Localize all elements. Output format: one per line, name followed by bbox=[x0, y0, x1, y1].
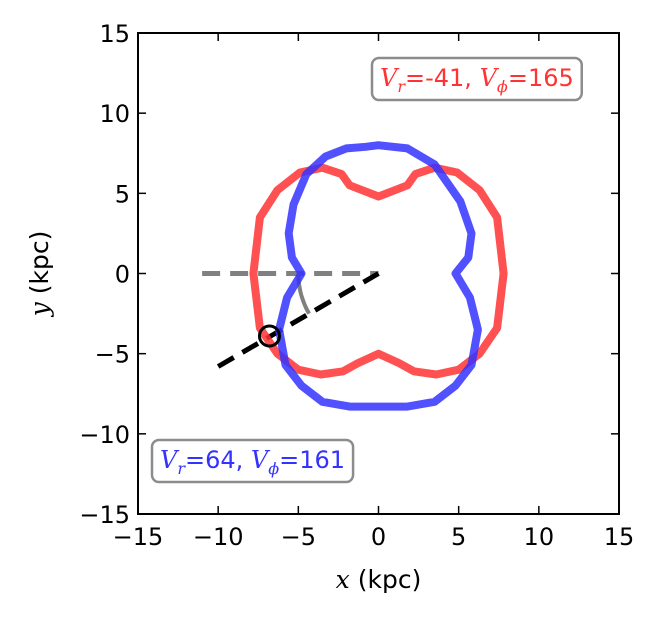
x-axis-unit: (kpc) bbox=[350, 565, 422, 594]
ann-blue-sym2: V bbox=[251, 446, 271, 474]
annotation-red: Vr=-41, Vϕ=165 bbox=[380, 64, 574, 96]
ann-blue-sub1: r bbox=[177, 459, 186, 478]
x-tick-label: 15 bbox=[604, 523, 635, 551]
x-axis-symbol: x bbox=[336, 565, 350, 594]
x-tick-label: −10 bbox=[193, 523, 244, 551]
ticks: −15 −10 −5 0 5 10 15 −15 −10 −5 0 5 10 15 bbox=[79, 20, 634, 551]
y-axis-symbol: y bbox=[25, 301, 54, 317]
x-tick-label: 0 bbox=[371, 523, 386, 551]
position-marker bbox=[257, 324, 281, 348]
ann-red-val2: =165 bbox=[508, 64, 574, 92]
annotations: Vr=-41, Vϕ=165 Vr=64, Vϕ=161 bbox=[150, 56, 583, 484]
orbit-red bbox=[249, 163, 508, 379]
ann-red-sub1: r bbox=[397, 77, 406, 96]
y-tick-label: 5 bbox=[115, 180, 130, 208]
y-tick-label: −5 bbox=[95, 341, 130, 369]
x-tick-label: −5 bbox=[281, 523, 316, 551]
axis-labels: x (kpc) y (kpc) bbox=[25, 231, 421, 594]
x-axis-label: x (kpc) bbox=[336, 565, 422, 594]
y-tick-label: 15 bbox=[99, 20, 130, 48]
annotation-blue: Vr=64, Vϕ=161 bbox=[160, 446, 345, 478]
annotation-red-box bbox=[370, 56, 583, 102]
orbit-blue bbox=[275, 141, 482, 411]
plot-area bbox=[202, 141, 508, 411]
y-tick-label: −15 bbox=[79, 501, 130, 529]
y-axis-unit: (kpc) bbox=[25, 231, 54, 303]
reference-line-black bbox=[216, 271, 380, 369]
ann-blue-sym1: V bbox=[160, 446, 180, 474]
ann-red-val1: =-41, bbox=[405, 64, 480, 92]
ann-blue-sub2: ϕ bbox=[268, 459, 279, 478]
y-tick-label: 0 bbox=[115, 261, 130, 289]
ann-red-sub2: ϕ bbox=[497, 77, 508, 96]
x-tick-label: 5 bbox=[451, 523, 466, 551]
ann-blue-val1: =64, bbox=[185, 446, 251, 474]
x-tick-label: 10 bbox=[524, 523, 555, 551]
ann-red-sym1: V bbox=[380, 64, 400, 92]
annotation-blue-box bbox=[150, 438, 355, 484]
x-tick-label: −15 bbox=[113, 523, 164, 551]
y-axis-label: y (kpc) bbox=[25, 231, 54, 318]
ann-red-sym2: V bbox=[480, 64, 500, 92]
y-tick-label: −10 bbox=[79, 421, 130, 449]
ann-blue-val2: =161 bbox=[279, 446, 345, 474]
y-tick-label: 10 bbox=[99, 100, 130, 128]
